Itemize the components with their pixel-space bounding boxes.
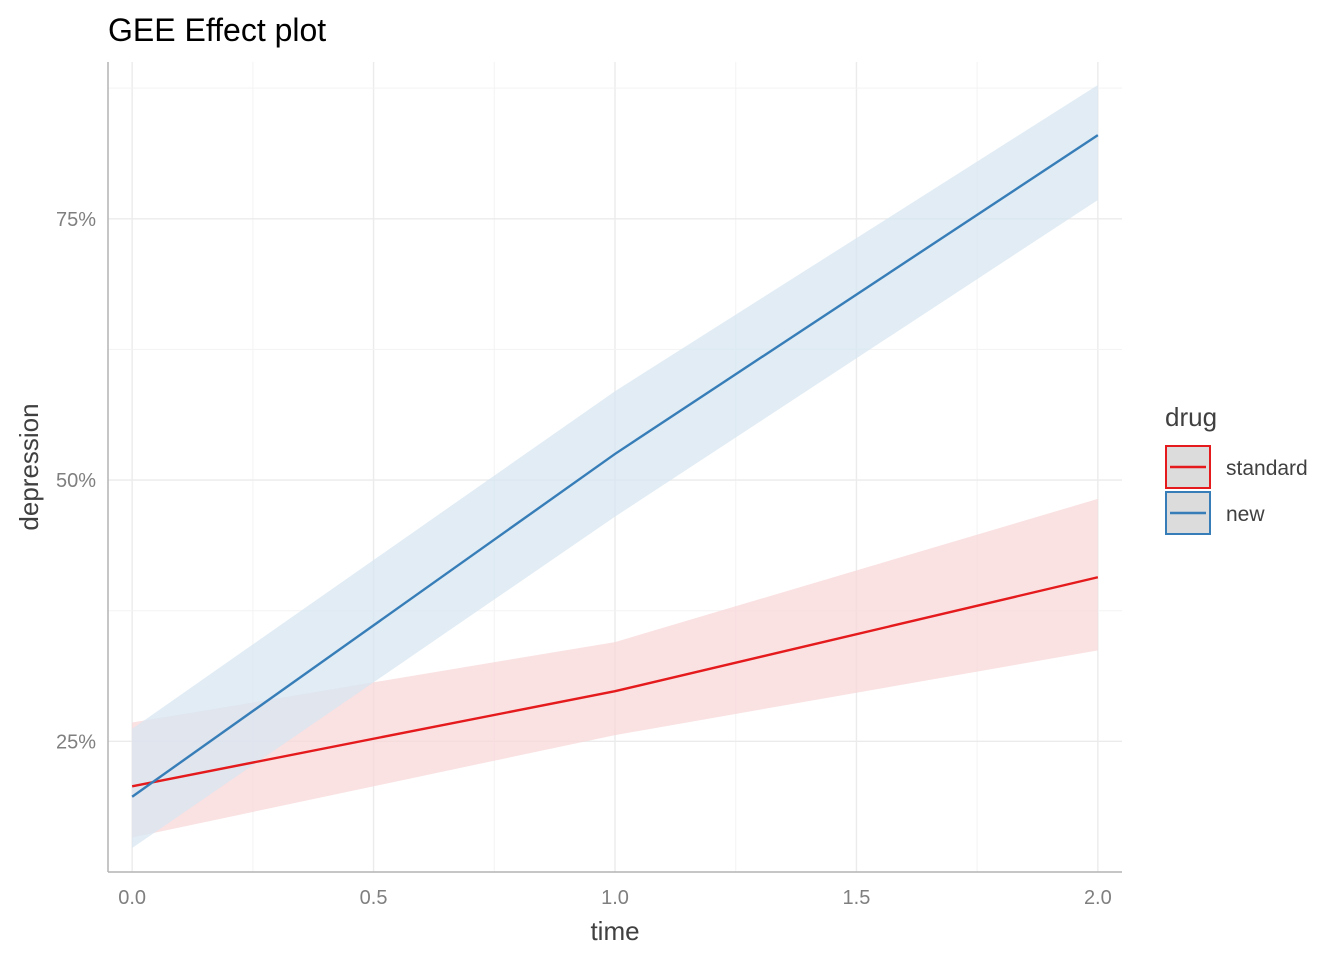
- y-tick-label: 50%: [56, 470, 96, 492]
- confidence-bands: [132, 84, 1098, 848]
- y-tick-label: 25%: [56, 731, 96, 753]
- band-standard: [132, 498, 1098, 838]
- x-axis-title: time: [590, 916, 639, 946]
- x-tick-label: 1.0: [601, 887, 629, 909]
- chart-title: GEE Effect plot: [108, 12, 326, 48]
- series-lines: [131, 134, 1099, 798]
- line-standard: [131, 576, 1099, 788]
- y-tick-label: 75%: [56, 209, 96, 231]
- line-new: [131, 134, 1099, 798]
- x-tick-labels: 0.0 0.5 1.0 1.5 2.0: [118, 887, 1112, 909]
- legend-label-standard: standard: [1226, 457, 1308, 480]
- legend: drug standard new: [1165, 402, 1308, 535]
- x-tick-label: 0.5: [360, 887, 388, 909]
- legend-label-new: new: [1226, 503, 1265, 526]
- legend-title: drug: [1165, 402, 1217, 432]
- x-tick-label: 0.0: [118, 887, 146, 909]
- band-new: [132, 84, 1098, 848]
- x-tick-label: 1.5: [843, 887, 871, 909]
- y-tick-labels: 25% 50% 75%: [56, 209, 96, 754]
- y-axis-title: depression: [14, 403, 44, 530]
- x-tick-label: 2.0: [1084, 887, 1112, 909]
